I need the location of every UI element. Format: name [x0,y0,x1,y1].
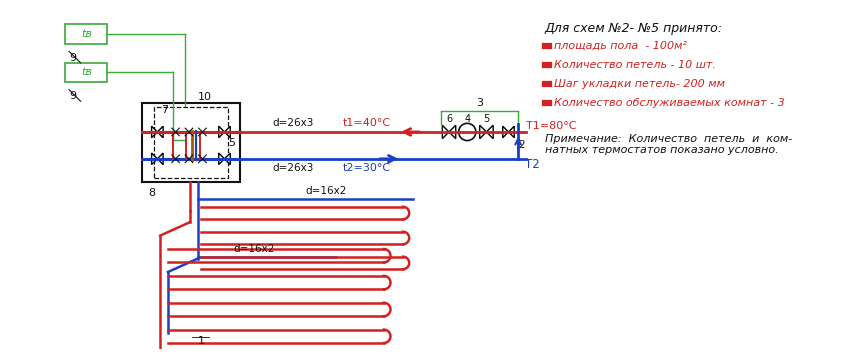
Polygon shape [219,126,225,138]
Polygon shape [225,126,230,138]
Text: Количество обслуживаемых комнат - 3: Количество обслуживаемых комнат - 3 [553,98,785,108]
Text: t2=30°C: t2=30°C [343,163,391,173]
Text: Шаг укладки петель- 200 мм: Шаг укладки петель- 200 мм [553,79,725,89]
Text: 3: 3 [477,98,483,108]
Text: Для схем №2- №5 принято:: Для схем №2- №5 принято: [545,22,723,35]
Text: t1=40°C: t1=40°C [343,118,391,128]
Text: 1: 1 [198,336,205,346]
Polygon shape [157,126,163,138]
Text: 4: 4 [464,114,471,124]
Text: площадь пола  - 100м²: площадь пола - 100м² [553,41,686,51]
Text: 8: 8 [148,188,155,198]
Bar [153,107,228,178]
Text: Количество петель - 10 шт.: Количество петель - 10 шт. [553,60,716,70]
Polygon shape [449,125,456,139]
Polygon shape [442,125,449,139]
Polygon shape [487,125,493,139]
Polygon shape [509,126,514,138]
Text: Примечание:  Количество  петель  и  ком-
натных термостатов показано условно.: Примечание: Количество петель и ком- нат… [545,134,792,156]
Text: T1=80°C: T1=80°C [525,121,576,131]
Polygon shape [480,125,487,139]
Polygon shape [225,153,230,164]
Text: tв: tв [81,68,92,78]
FancyBboxPatch shape [65,25,108,44]
Text: d=16x2: d=16x2 [233,244,275,254]
Text: d=26x3: d=26x3 [272,118,313,128]
Text: 6: 6 [446,115,452,125]
Text: 9: 9 [69,91,77,101]
FancyBboxPatch shape [65,63,108,82]
Text: d=26x3: d=26x3 [272,163,313,173]
Text: 9: 9 [69,53,77,63]
Bar [142,103,240,182]
Polygon shape [503,126,509,138]
Text: T2: T2 [525,158,540,171]
Text: 2: 2 [519,140,525,150]
Text: tв: tв [81,29,92,39]
Text: 10: 10 [197,93,211,103]
Text: d=16x2: d=16x2 [306,187,347,197]
Text: 5: 5 [483,115,489,125]
Text: 7: 7 [162,105,168,115]
Text: 5: 5 [229,137,236,147]
Polygon shape [219,153,225,164]
Polygon shape [157,153,163,164]
Polygon shape [152,126,157,138]
Polygon shape [152,153,157,164]
